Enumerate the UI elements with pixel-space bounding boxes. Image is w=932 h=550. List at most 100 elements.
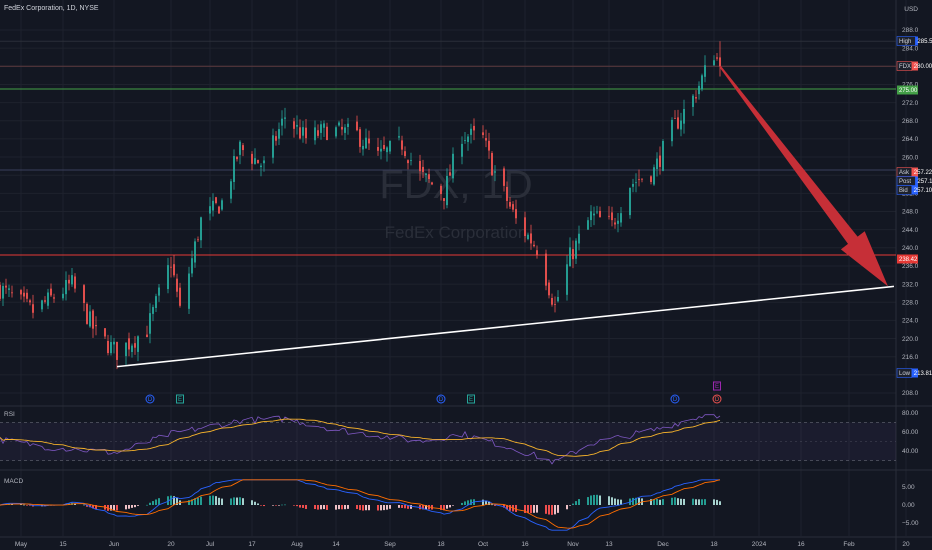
candle-body (170, 266, 172, 268)
macd-histogram-bar (398, 505, 400, 508)
candle-body (590, 211, 592, 221)
candle-body (389, 140, 391, 152)
time-tick: May (15, 541, 28, 548)
macd-histogram-bar (554, 505, 556, 515)
candle-body (554, 303, 556, 305)
macd-histogram-bar (74, 503, 76, 505)
macd-histogram-bar (614, 498, 616, 505)
candle-body (671, 119, 673, 142)
arrow-layer[interactable] (719, 65, 888, 287)
macd-histogram-bar (188, 500, 190, 505)
time-axis[interactable]: May 15 Jun 20 Jul 17 Aug 14 Sep 18 Oct 16 Nov 13 Dec 18… (15, 541, 910, 548)
price-label-value-box (915, 36, 918, 46)
macd-pane (0, 479, 721, 531)
candle-body (683, 108, 685, 124)
candle-body (506, 186, 508, 201)
trendline-layer[interactable] (116, 285, 895, 368)
candle-body (62, 293, 64, 299)
macd-histogram-bar (338, 505, 340, 510)
macd-histogram-bar (578, 499, 580, 505)
event-markers[interactable]: D E D E D E D (145, 381, 722, 404)
candle-body (485, 138, 487, 141)
macd-histogram-bar (695, 499, 697, 505)
candle-body (107, 340, 109, 354)
candle-body (680, 120, 682, 130)
candle-body (704, 65, 706, 77)
price-label-value: 275.00 (899, 88, 918, 94)
macd-histogram-bar (593, 494, 595, 505)
price-label-value: 213.81 (914, 371, 932, 377)
symbol-title[interactable]: FedEx Corporation, 1D, NYSE (4, 5, 99, 12)
macd-histogram-bar (557, 505, 559, 513)
macd-histogram-bar (110, 505, 112, 511)
macd-histogram-bar (530, 505, 532, 514)
macd-histogram-bar (452, 505, 454, 506)
price-label-value-box (911, 368, 918, 378)
candle-body (131, 345, 133, 352)
candle-body (713, 60, 715, 66)
macd-histogram-bar (260, 505, 262, 506)
macd-histogram-bar (446, 505, 448, 509)
candle-body (104, 328, 106, 337)
candle-body (401, 140, 403, 150)
candle-body (461, 143, 463, 157)
macd-histogram-bar (659, 499, 661, 505)
macd-histogram-bar (194, 498, 196, 505)
candle-body (608, 215, 610, 217)
candle-body (23, 292, 25, 297)
candle-body (179, 287, 181, 306)
macd-histogram-bar (422, 505, 424, 510)
macd-histogram-bar (299, 505, 301, 508)
candle-body (533, 244, 535, 247)
horizontal-lines[interactable] (0, 40, 896, 256)
candle-body (233, 156, 235, 182)
macd-histogram-bar (536, 505, 538, 513)
price-label-value-box (897, 85, 918, 95)
candle-body (572, 249, 574, 260)
macd-histogram-bar (404, 505, 406, 509)
price-tick: 228.0 (902, 299, 919, 306)
candle-body (719, 57, 721, 67)
candle-body (32, 304, 34, 313)
price-label-value: 257.15 (917, 179, 932, 185)
currency-label[interactable]: USD (904, 6, 918, 13)
candle-body (260, 165, 262, 168)
price-tick: 248.0 (902, 209, 919, 216)
candle-body (446, 175, 448, 206)
macd-histogram-bar (680, 498, 682, 505)
macd-histogram-bar (29, 505, 31, 506)
time-tick: Dec (657, 541, 669, 548)
macd-histogram-bar (632, 497, 634, 505)
price-tick: 264.0 (902, 136, 919, 143)
macd-histogram-bar (653, 499, 655, 505)
event-marker-label: E (469, 397, 473, 403)
macd-title[interactable]: MACD (4, 478, 23, 485)
candle-body (197, 239, 199, 241)
candle-body (470, 128, 472, 135)
candle-body (488, 140, 490, 151)
candle-body (188, 273, 190, 309)
dividend-marker (436, 394, 446, 404)
macd-histogram-bar (197, 497, 199, 505)
price-tick: 232.0 (902, 281, 919, 288)
macd-histogram-bar (281, 504, 283, 506)
macd-histogram-bar (575, 501, 577, 505)
time-tick: Oct (478, 541, 488, 548)
macd-histogram-bar (218, 497, 220, 505)
time-tick: 14 (332, 541, 340, 548)
macd-histogram-bar (296, 505, 298, 507)
candle-body (305, 127, 307, 139)
macd-histogram-bar (341, 505, 343, 510)
macd-histogram-bar (587, 497, 589, 505)
macd-histogram-bar (278, 505, 280, 506)
time-tick: 13 (605, 541, 613, 548)
rsi-title[interactable]: RSI (4, 411, 15, 418)
candle-body (383, 145, 385, 150)
candle-body (0, 284, 1, 299)
time-tick: Nov (567, 541, 579, 548)
candle-body (425, 173, 427, 175)
candle-body (524, 217, 526, 236)
candle-body (281, 118, 283, 126)
